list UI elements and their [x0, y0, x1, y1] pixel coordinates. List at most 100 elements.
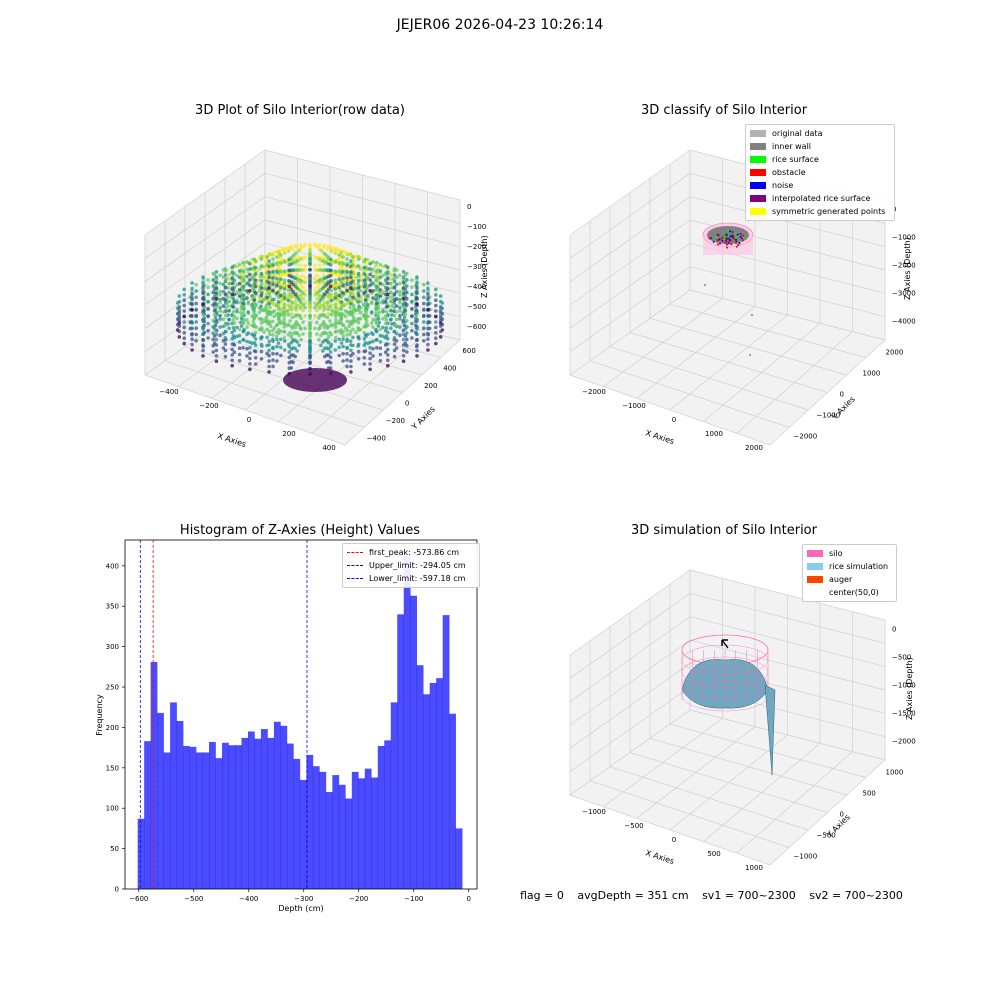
- point: [434, 341, 438, 346]
- point: [268, 295, 272, 299]
- point: [212, 312, 217, 317]
- raw-3d-plot: −400 −200 0 200 400 −400 −200 0 200 400 600 0 −100 −2…: [144, 149, 489, 452]
- point: [267, 339, 272, 343]
- point: [401, 343, 406, 347]
- point: [190, 332, 194, 336]
- point: [221, 339, 226, 343]
- point: [426, 321, 430, 325]
- point: [259, 257, 264, 261]
- histogram-bar: [306, 754, 314, 889]
- point: [294, 245, 299, 249]
- point: [221, 346, 226, 350]
- point: [218, 273, 222, 278]
- point: [177, 335, 182, 339]
- point: [356, 328, 361, 332]
- point: [279, 337, 283, 342]
- point: [363, 324, 368, 329]
- point: [282, 339, 287, 343]
- point: [378, 333, 383, 338]
- point: [410, 336, 414, 340]
- point: [422, 308, 426, 312]
- point: [731, 231, 734, 233]
- point: [325, 301, 330, 305]
- point: [231, 309, 236, 314]
- point: [378, 352, 383, 357]
- histogram-bar: [163, 752, 171, 889]
- point: [241, 329, 245, 334]
- point: [325, 324, 329, 329]
- point: [259, 293, 264, 297]
- point: [329, 293, 334, 297]
- point: [384, 297, 389, 301]
- point: [201, 283, 206, 287]
- point: [341, 276, 345, 281]
- status-line: flag = 0 avgDepth = 351 cm sv1 = 700~230…: [520, 889, 913, 902]
- point: [282, 317, 286, 322]
- z-tick-label: −400: [467, 283, 486, 291]
- y-tick-label: −1000: [794, 853, 818, 861]
- point: [253, 272, 258, 276]
- point: [333, 291, 338, 296]
- point: [356, 257, 361, 261]
- point: [227, 281, 231, 286]
- x-tick-label: −1000: [582, 808, 606, 816]
- point: [714, 240, 717, 243]
- histogram-bar: [442, 615, 450, 889]
- point: [328, 361, 333, 365]
- point: [211, 337, 215, 342]
- point: [368, 356, 372, 361]
- point: [245, 274, 249, 279]
- point: [375, 329, 379, 334]
- point: [389, 317, 393, 322]
- point: [237, 346, 242, 350]
- point: [267, 292, 272, 296]
- sv2-text: sv2 = 700~2300: [809, 889, 903, 902]
- z-tick-label: −2000: [892, 261, 916, 269]
- point: [282, 260, 287, 264]
- point: [276, 341, 281, 345]
- point: [401, 270, 406, 274]
- point: [389, 281, 393, 286]
- point: [321, 280, 326, 284]
- point: [426, 326, 430, 331]
- point: [177, 315, 182, 320]
- point: [250, 314, 254, 319]
- point: [177, 294, 182, 298]
- point: [201, 327, 205, 331]
- point: [313, 326, 317, 331]
- histogram-bar: [455, 828, 463, 889]
- point: [313, 276, 317, 280]
- point: [426, 308, 430, 312]
- histogram-bar: [176, 720, 184, 889]
- point: [232, 300, 237, 304]
- point: [190, 348, 194, 352]
- point: [235, 264, 239, 269]
- point: [286, 249, 291, 253]
- point: [214, 291, 219, 296]
- point: [392, 342, 397, 346]
- point: [245, 325, 249, 329]
- point: [241, 260, 245, 265]
- point: [325, 247, 330, 251]
- point: [232, 321, 237, 326]
- x-tick-label: 0: [467, 895, 471, 903]
- x-tick-label: −500: [184, 895, 203, 903]
- point: [386, 347, 390, 352]
- point: [728, 240, 731, 243]
- point: [369, 310, 374, 314]
- point: [371, 281, 375, 286]
- point: [289, 312, 294, 316]
- point: [351, 295, 355, 300]
- point: [333, 260, 338, 264]
- point: [230, 281, 234, 286]
- point: [245, 332, 249, 337]
- point: [384, 305, 389, 309]
- legend-swatch: [750, 156, 766, 163]
- point: [221, 317, 226, 321]
- point: [262, 319, 266, 324]
- point: [275, 323, 279, 327]
- point: [194, 308, 198, 312]
- point: [211, 350, 215, 354]
- point: [732, 235, 735, 238]
- point: [378, 346, 383, 350]
